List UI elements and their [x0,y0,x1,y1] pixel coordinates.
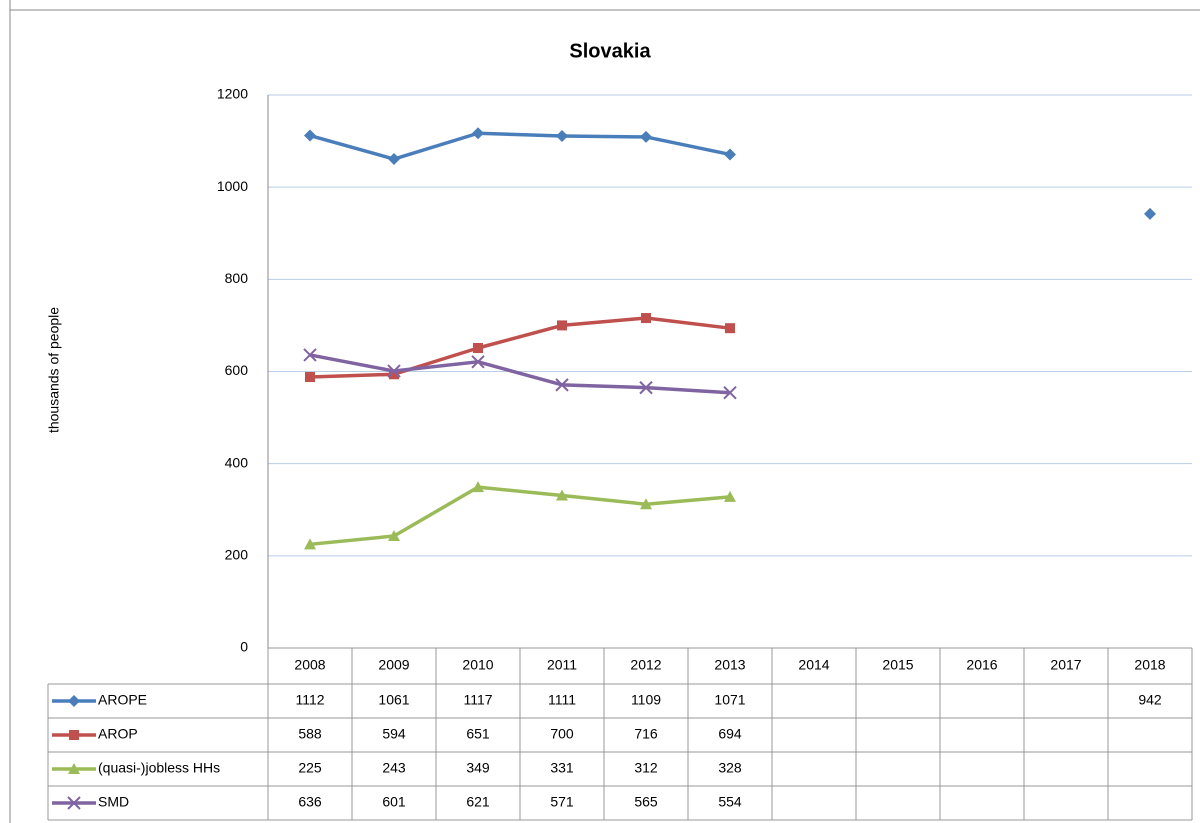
series-line [309,353,731,395]
x-tick-label: 2011 [547,657,577,673]
x-tick-label: 2010 [462,657,493,673]
table-value: 651 [466,726,490,742]
y-tick-label: 200 [225,547,249,563]
legend-marker [68,695,80,707]
table-value: 716 [634,726,658,742]
table-value: 554 [718,794,742,810]
marker [555,378,569,392]
x-tick-label: 2015 [882,657,913,673]
marker [724,148,736,161]
table-value: 1117 [463,692,492,708]
marker [304,538,316,550]
y-tick-label: 600 [225,362,249,378]
series-line [309,131,731,161]
table-value: 636 [298,794,322,810]
marker [725,323,735,334]
legend-marker [68,763,80,774]
marker [639,380,653,395]
marker [640,498,652,510]
table-value: 349 [466,760,490,776]
table-value: 331 [550,760,574,776]
marker [1144,207,1156,220]
marker [388,530,400,542]
table-value: 621 [466,794,490,810]
table-value: 328 [718,760,742,776]
marker [556,489,568,501]
y-tick-label: 800 [225,270,249,286]
x-tick-label: 2013 [714,657,745,673]
table-value: 225 [298,760,322,776]
marker [471,355,485,369]
x-tick-label: 2016 [966,657,997,673]
y-tick-label: 1000 [217,178,248,194]
marker [388,153,400,166]
marker [305,372,315,383]
marker [473,342,483,353]
table-value: 594 [382,726,406,742]
table-value: 1112 [295,692,324,708]
marker [303,348,317,362]
table-value: 1109 [631,692,661,708]
marker [724,490,736,502]
y-tick-label: 1200 [217,86,248,102]
table-value: 588 [298,726,322,742]
legend-label: AROP [98,726,138,742]
legend-marker [69,730,79,740]
marker [304,129,316,142]
table-value: 1061 [378,692,409,708]
x-tick-label: 2018 [1134,657,1165,673]
y-tick-label: 0 [240,639,248,655]
marker [723,385,737,400]
table-value: 601 [382,794,406,810]
table-value: 565 [634,794,658,810]
table-value: 312 [634,760,658,776]
x-tick-label: 2009 [378,657,409,673]
table-value: 700 [550,726,574,742]
marker [641,313,651,324]
series-line [309,316,731,379]
marker [472,481,484,493]
marker [389,369,399,380]
table-value: 571 [550,794,574,810]
table-value: 1111 [548,692,576,708]
legend-label: SMD [98,794,129,810]
x-tick-label: 2008 [294,657,325,673]
y-tick-label: 400 [225,454,249,470]
table-value: 1071 [714,692,745,708]
marker [557,320,567,331]
legend-label: AROPE [98,692,147,708]
legend-label: (quasi-)jobless HHs [98,760,220,776]
x-tick-label: 2012 [630,657,661,673]
table-value: 694 [718,726,742,742]
table-value: 942 [1138,692,1162,708]
x-tick-label: 2014 [798,657,829,673]
marker [387,364,401,378]
y-axis-label: thousands of people [46,307,62,433]
chart-title: Slovakia [569,40,651,62]
marker [556,130,568,143]
legend-marker [67,796,81,810]
marker [640,130,652,143]
x-tick-label: 2017 [1050,657,1081,673]
series-line [309,485,731,547]
table-value: 243 [382,760,406,776]
marker [472,127,484,140]
